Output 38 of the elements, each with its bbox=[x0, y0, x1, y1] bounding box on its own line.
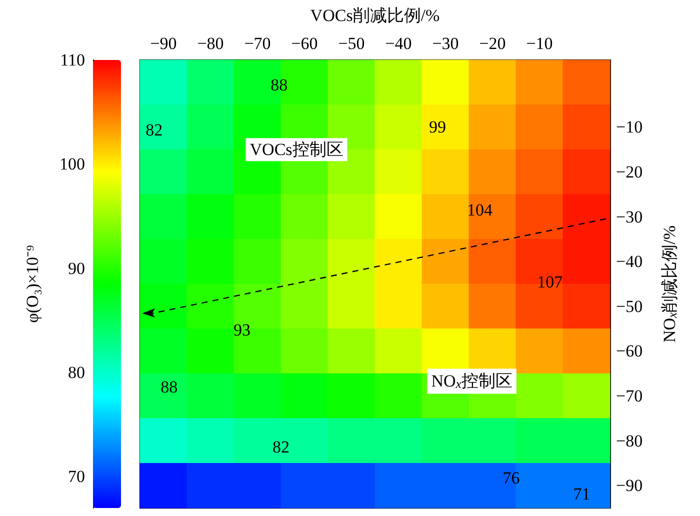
x-tick-label: −90 bbox=[150, 34, 177, 53]
x-axis-title: VOCs削减比例/% bbox=[310, 6, 440, 25]
annotation: 71 bbox=[573, 484, 590, 504]
color-bar-label: 80 bbox=[68, 363, 85, 382]
color-bar-label: 110 bbox=[60, 50, 85, 70]
x-tick-label: −30 bbox=[432, 34, 459, 53]
color-bar-label: 100 bbox=[60, 154, 85, 174]
annotation: NOx控制区 bbox=[431, 372, 512, 392]
x-tick-label: −70 bbox=[244, 34, 271, 53]
annotation: 82 bbox=[146, 120, 163, 140]
annotation: 104 bbox=[467, 200, 494, 220]
x-tick-label: −50 bbox=[338, 34, 365, 53]
annotation: 99 bbox=[429, 118, 446, 137]
annotation: VOCs控制区 bbox=[250, 140, 344, 160]
color-bar-label: 90 bbox=[68, 258, 85, 278]
y-tick-label: −30 bbox=[616, 207, 643, 226]
y-tick-label: −80 bbox=[616, 431, 643, 450]
y-tick-label: −10 bbox=[616, 118, 643, 137]
annotation: 93 bbox=[233, 320, 250, 340]
annotation: 107 bbox=[537, 272, 564, 292]
y-tick-label: −50 bbox=[616, 296, 643, 316]
color-bar-title: φ(O₃)×10⁻⁹ bbox=[23, 245, 42, 323]
annotation: 82 bbox=[272, 438, 290, 457]
y-tick-label: −90 bbox=[616, 476, 643, 496]
annotation: 88 bbox=[270, 76, 288, 95]
x-tick-label: −10 bbox=[526, 34, 553, 53]
y-tick-label: −20 bbox=[616, 162, 643, 182]
x-tick-label: −80 bbox=[197, 34, 224, 53]
y-tick-label: −70 bbox=[616, 386, 643, 406]
x-tick-label: −60 bbox=[291, 34, 318, 53]
annotation: 76 bbox=[502, 468, 520, 488]
annotation: 88 bbox=[160, 378, 178, 397]
color-bar-label: 70 bbox=[68, 467, 85, 486]
y-tick-label: −40 bbox=[616, 252, 643, 272]
x-tick-label: −20 bbox=[479, 34, 506, 53]
x-tick-label: −40 bbox=[385, 34, 412, 53]
y-axis-title: NOx削减比例/% bbox=[660, 225, 680, 343]
y-tick-label: −60 bbox=[616, 342, 643, 361]
